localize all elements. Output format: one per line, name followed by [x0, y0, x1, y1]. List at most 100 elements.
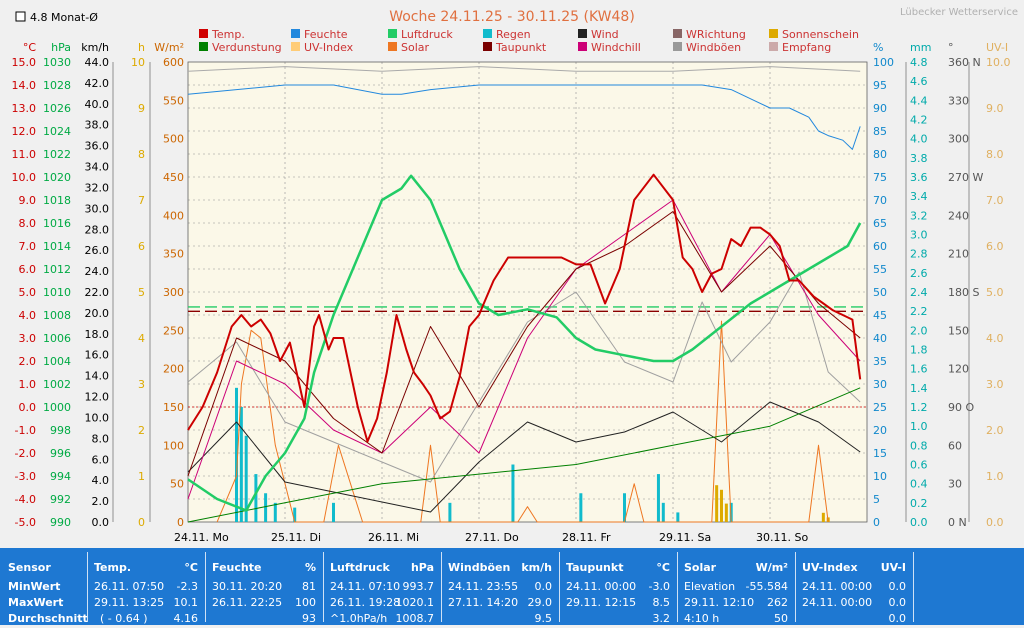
taupunkt-title: Taupunkt [566, 561, 624, 574]
axis-tick-label: 60 [873, 240, 887, 253]
temp-min-time: 26.11. 07:50 [94, 580, 165, 593]
axis-tick-label: 450 [163, 171, 184, 184]
axis-tick-label: 240 [948, 209, 969, 222]
rain-bar [661, 502, 665, 522]
rain-bar [656, 474, 660, 522]
luftdruck-max: 1020.1 [395, 596, 435, 609]
legend-label: Luftdruck [401, 28, 453, 41]
plot-frame [187, 61, 868, 523]
axis-tick-label: -4.0 [15, 493, 36, 506]
x-axis-label: 30.11. So [756, 531, 808, 544]
pressure-line [187, 174, 862, 512]
rain-bar [235, 387, 238, 522]
statistics-panel: Sensor MinWert MaxWert Durchschnitt Temp… [0, 548, 1024, 625]
solar-avg: 50 [774, 612, 788, 625]
axis-tick-label: 30 [948, 478, 962, 491]
solar-max-time: 29.11. 12:10 [684, 596, 755, 609]
monthly-average-checkbox[interactable] [15, 11, 26, 22]
axis-tick-label: 25 [873, 401, 887, 414]
axis-tick-label: 360 N [948, 56, 981, 69]
legend-swatch [199, 29, 208, 38]
axis-tick-label: -1.0 [15, 424, 36, 437]
axis-tick-label: 1020 [43, 171, 71, 184]
axis-tick-label: 75 [873, 171, 887, 184]
axis-tick-label: 44.0 [85, 56, 110, 69]
legend-label: Empfang [782, 41, 831, 54]
legend-label: Solar [401, 41, 430, 54]
axis-tick-label: 1022 [43, 148, 71, 161]
solar-title: Solar [684, 561, 717, 574]
axis-tick-label: 2.4 [910, 286, 928, 299]
rain-bar [239, 407, 243, 522]
axis-tick-label: 0.2 [910, 497, 928, 510]
axis-tick-label: 32.0 [85, 181, 110, 194]
axis-tick-label: 0.0 [986, 516, 1004, 529]
stats-divider [205, 552, 206, 622]
axis-unit-label: h [138, 41, 145, 54]
axis-tick-label: 24.0 [85, 265, 110, 278]
axis-tick-label: 90 [873, 102, 887, 115]
legend-swatch [483, 29, 492, 38]
sensor-header: Sensor [8, 561, 51, 574]
uv-avg: 0.0 [888, 612, 907, 625]
x-axis-label: 28.11. Fr [562, 531, 611, 544]
axis-tick-label: 0 [177, 516, 184, 529]
axis-tick-label: 15 [873, 447, 887, 460]
axis-tick-label: 2.0 [910, 324, 928, 337]
axis-tick-label: 11.0 [12, 148, 37, 161]
axis-tick-label: 8 [138, 148, 145, 161]
uv-min-time: 24.11. 00:00 [802, 580, 873, 593]
axis-tick-label: 0.0 [19, 401, 37, 414]
temperature-line [187, 173, 862, 443]
axis-tick-label: 0 [138, 516, 145, 529]
humidity-line [187, 84, 861, 150]
axis-tick-label: 4.2 [910, 114, 928, 127]
axis-tick-label: 10.0 [12, 171, 37, 184]
x-axis-label: 24.11. Mo [174, 531, 229, 544]
axis-tick-label: 18.0 [85, 328, 110, 341]
legend-label: Temp. [211, 28, 245, 41]
axis-tick-label: 8.0 [986, 148, 1004, 161]
axis-tick-label: 7 [138, 194, 145, 207]
axis-tick-label: 95 [873, 79, 887, 92]
axis-tick-label: 2.0 [19, 355, 37, 368]
axis-tick-label: -2.0 [15, 447, 36, 460]
axis-tick-label: 10.0 [986, 56, 1011, 69]
rain-bar [264, 493, 268, 522]
axis-tick-label: 4.4 [910, 94, 928, 107]
axis-tick-label: 150 [948, 324, 969, 337]
axis-tick-label: 3.0 [986, 378, 1004, 391]
axis-tick-label: 5 [138, 286, 145, 299]
axis-tick-label: 1.6 [910, 363, 928, 376]
axis-unit-label: hPa [51, 41, 71, 54]
axis-tick-label: 50 [170, 478, 184, 491]
feuchte-min: 81 [302, 580, 316, 593]
axis-tick-label: 4.0 [92, 474, 110, 487]
legend-swatch [769, 42, 778, 51]
legend-label: Sonnenschein [782, 28, 859, 41]
sunshine-bar [720, 489, 723, 522]
axis-tick-label: 996 [50, 447, 71, 460]
axis-tick-label: 0 N [948, 516, 967, 529]
axis-tick-label: 3 [138, 378, 145, 391]
axis-tick-label: 990 [50, 516, 71, 529]
axis-tick-label: 30.0 [85, 202, 110, 215]
legend-swatch [578, 29, 587, 38]
axis-tick-label: 600 [163, 56, 184, 69]
windboen-max-time: 27.11. 14:20 [448, 596, 519, 609]
legend-swatch [578, 42, 587, 51]
axis-tick-label: 6.0 [19, 263, 37, 276]
rain-bar [332, 502, 335, 522]
legend-swatch [673, 29, 682, 38]
axis-tick-label: 500 [163, 133, 184, 146]
stats-solar: Solar W/m² Elevation -55.584 29.11. 12:10… [678, 552, 794, 625]
axis-tick-label: 150 [163, 401, 184, 414]
legend-swatch [769, 29, 778, 38]
legend-swatch [199, 42, 208, 51]
solar-elevation: -55.584 [745, 580, 788, 593]
axis-tick-label: -3.0 [15, 470, 36, 483]
axis-tick-label: 36.0 [85, 140, 110, 153]
luftdruck-trend: ^1.0hPa/h [330, 612, 388, 625]
axis-unit-label: UV-I [986, 41, 1008, 54]
stats-divider [559, 552, 560, 622]
